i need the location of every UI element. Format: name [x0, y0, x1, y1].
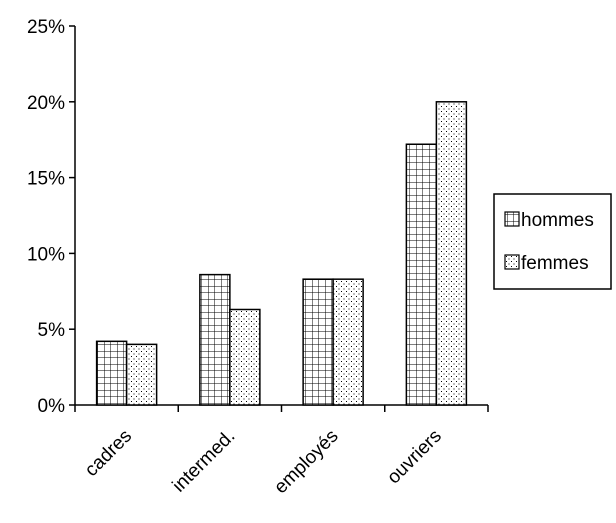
y-tick-label: 5%: [38, 320, 66, 341]
bar-hommes-intermed.: [199, 273, 231, 406]
bar-femmes-employés: [332, 278, 364, 406]
y-tick-label: 15%: [27, 169, 65, 190]
legend-swatch-hommes: [504, 211, 520, 227]
bar-hommes-ouvriers: [405, 143, 438, 406]
bar-femmes-intermed.: [229, 308, 261, 406]
bar-femmes-cadres: [125, 343, 158, 406]
bars: [95, 101, 468, 406]
bar-hommes-cadres: [95, 340, 128, 406]
x-tick-label: intermed.: [169, 426, 240, 497]
legend-swatch-femmes: [504, 254, 520, 270]
y-tick-label: 20%: [27, 93, 65, 114]
legend-box: [493, 193, 612, 290]
x-tick-label: employés: [270, 426, 342, 498]
y-tick-label: 25%: [27, 17, 65, 38]
legend-label-femmes: femmes: [521, 253, 589, 274]
y-tick-label: 10%: [27, 244, 65, 265]
x-axis: cadres intermed. employés ouvriers: [74, 404, 489, 498]
bar-femmes-ouvriers: [435, 101, 468, 406]
x-tick-label: ouvriers: [383, 426, 446, 489]
bar-hommes-employés: [302, 278, 334, 406]
y-tick-label: 0%: [38, 396, 66, 417]
y-axis: 0% 5% 10% 15% 20% 25%: [27, 17, 76, 417]
legend-label-hommes: hommes: [521, 210, 594, 231]
legend: hommes femmes: [493, 193, 612, 290]
x-tick-label: cadres: [81, 426, 136, 481]
